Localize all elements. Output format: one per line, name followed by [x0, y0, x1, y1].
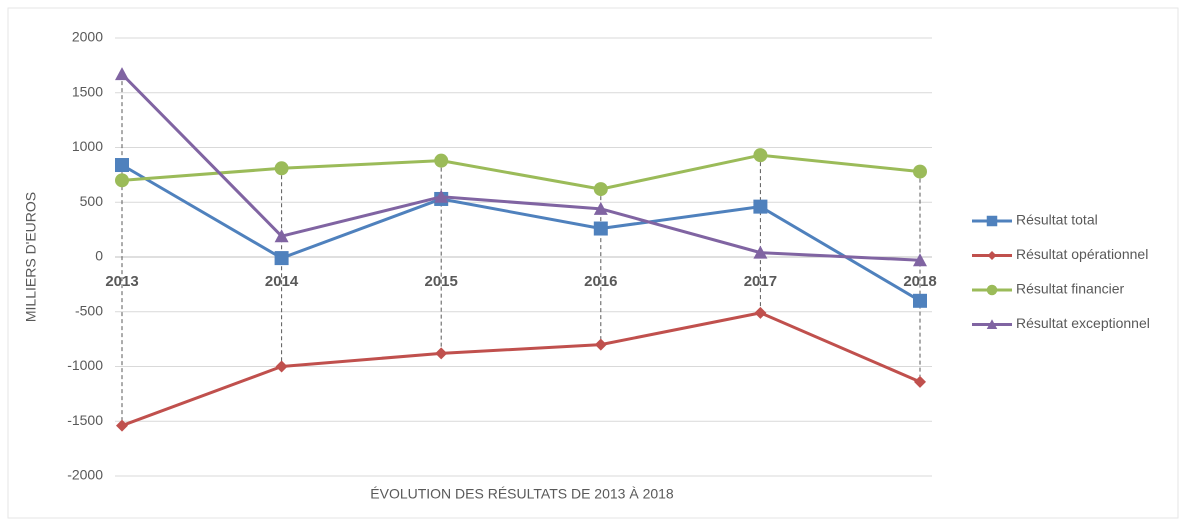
y-tick-label: 2000	[72, 29, 103, 45]
y-tick-label: -500	[75, 302, 103, 318]
legend-marker	[986, 319, 998, 329]
y-tick-label: 1500	[72, 83, 103, 99]
data-point	[753, 148, 768, 163]
legend-label: Résultat total	[1016, 212, 1098, 228]
data-point	[275, 360, 288, 373]
y-axis-title: MILLIERS D'EUROS	[23, 192, 39, 322]
data-point	[434, 189, 449, 203]
y-tick-label: -1500	[67, 412, 103, 428]
x-tick-label: 2013	[105, 273, 138, 290]
legend-marker	[987, 251, 997, 260]
data-point	[753, 245, 768, 259]
data-point	[435, 347, 448, 360]
data-point	[274, 161, 289, 176]
chart-border	[7, 7, 1179, 519]
y-tick-label: -2000	[67, 467, 103, 483]
legend-label: Résultat opérationnel	[1016, 246, 1148, 262]
data-point	[115, 158, 129, 173]
data-point	[913, 164, 927, 179]
series-line	[121, 153, 921, 191]
legend-marker	[986, 215, 998, 227]
series-line	[121, 163, 921, 303]
legend-label: Résultat exceptionnel	[1016, 315, 1150, 331]
data-point	[914, 375, 926, 388]
x-axis-title: ÉVOLUTION DES RÉSULTATS DE 2013 À 2018	[370, 486, 674, 502]
data-point	[115, 173, 129, 188]
data-point	[594, 338, 607, 351]
legend-marker	[986, 284, 998, 296]
legend-label: Résultat financier	[1016, 281, 1125, 297]
data-point	[593, 221, 608, 236]
y-tick-label: 1000	[72, 138, 103, 154]
series-line	[121, 311, 921, 428]
data-point	[753, 199, 768, 214]
data-point	[434, 153, 449, 168]
data-point	[913, 293, 927, 308]
data-point	[274, 251, 289, 266]
x-tick-label: 2018	[903, 273, 936, 290]
series-line	[120, 73, 921, 262]
data-point	[593, 182, 608, 197]
data-point	[913, 253, 927, 267]
data-point	[593, 201, 608, 215]
y-tick-label: 500	[80, 193, 104, 209]
data-point	[274, 229, 289, 243]
data-point	[115, 67, 129, 81]
y-tick-label: -1000	[67, 357, 103, 373]
data-point	[116, 419, 128, 432]
y-tick-label: 0	[95, 248, 103, 264]
data-point	[754, 306, 767, 319]
